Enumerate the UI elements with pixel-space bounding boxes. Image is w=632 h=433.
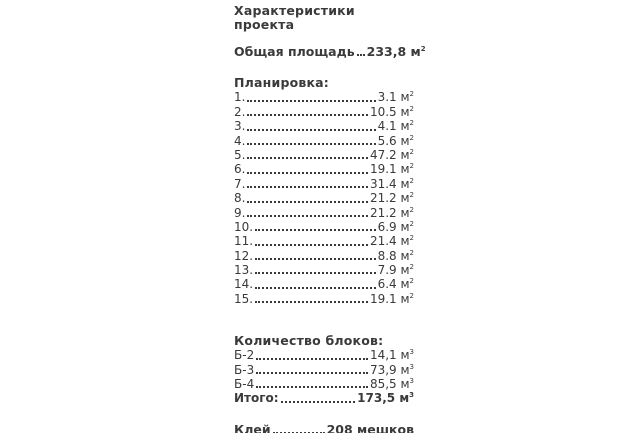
plan-item-label: 6. <box>234 162 246 177</box>
page-title: Характеристики проекта <box>234 3 355 32</box>
dot-leader <box>247 114 368 117</box>
glue-row: Клей 208 мешков <box>234 421 414 433</box>
plan-item: 2. 10.5 м2 <box>234 105 414 119</box>
dot-leader <box>247 142 376 145</box>
plan-item-label: 4. <box>234 133 246 148</box>
block-item-value: 85,5 м3 <box>369 377 414 392</box>
plan-item: 9. 21.2 м2 <box>234 206 414 220</box>
block-item-value: 14,1 м3 <box>369 348 414 363</box>
dot-leader <box>256 357 368 360</box>
plan-item-label: 8. <box>234 191 246 206</box>
blocks-section-header: Количество блоков: <box>234 333 384 349</box>
dot-leader <box>356 54 365 57</box>
plan-item-value: 19.1 м2 <box>369 291 414 306</box>
plan-item: 10. 6.9 м2 <box>234 220 414 234</box>
plan-item-value: 6.4 м2 <box>377 277 414 292</box>
plan-item-value: 4.1 м2 <box>377 119 414 134</box>
plan-item-label: 15. <box>234 291 254 306</box>
plan-item-value: 7.9 м2 <box>377 263 414 278</box>
plan-item-label: 12. <box>234 248 254 263</box>
plan-item-value: 31.4 м2 <box>369 176 414 191</box>
total-area-value: 233,8 м2 <box>366 43 426 59</box>
plan-item-label: 13. <box>234 263 254 278</box>
plan-list: 1. 3.1 м2 2. 10.5 м2 3. 4.1 м2 4. 5.6 м2 5. 47.2 … <box>234 90 414 306</box>
plan-item-value: 21.4 м2 <box>369 234 414 249</box>
plan-item-value: 21.2 м2 <box>369 191 414 206</box>
glue-label: Клей <box>234 421 271 433</box>
plan-item: 15. 19.1 м2 <box>234 292 414 306</box>
dot-leader <box>255 272 376 275</box>
plan-item-label: 1. <box>234 90 246 105</box>
block-item: Б-3 73,9 м3 <box>234 363 414 377</box>
plan-item: 7. 31.4 м2 <box>234 177 414 191</box>
plan-item-value: 8.8 м2 <box>377 248 414 263</box>
plan-item: 8. 21.2 м2 <box>234 191 414 205</box>
plan-item-label: 11. <box>234 234 254 249</box>
plan-item: 12. 8.8 м2 <box>234 249 414 263</box>
plan-item-label: 2. <box>234 104 246 119</box>
dot-leader <box>256 372 368 375</box>
dot-leader <box>255 229 376 232</box>
plan-item: 5. 47.2 м2 <box>234 148 414 162</box>
plan-item-label: 10. <box>234 219 254 234</box>
plan-item-value: 5.6 м2 <box>377 133 414 148</box>
plan-item-label: 3. <box>234 119 246 134</box>
block-item: Б-2 14,1 м3 <box>234 348 414 362</box>
plan-item-value: 3.1 м2 <box>377 90 414 105</box>
plan-item-value: 47.2 м2 <box>369 147 414 162</box>
plan-item: 13. 7.9 м2 <box>234 263 414 277</box>
plan-item: 4. 5.6 м2 <box>234 134 414 148</box>
plan-item-label: 9. <box>234 205 246 220</box>
dot-leader <box>255 258 376 261</box>
dot-leader <box>256 386 368 389</box>
dot-leader <box>280 400 356 403</box>
blocks-total-label: Итого: <box>234 391 279 406</box>
plan-section-header: Планировка: <box>234 75 330 91</box>
block-item-label: Б-3 <box>234 362 255 377</box>
total-area-row: Общая площадь 233,8 м2 <box>234 43 426 59</box>
dot-leader <box>247 157 368 160</box>
plan-item-value: 19.1 м2 <box>369 162 414 177</box>
dot-leader <box>247 200 368 203</box>
block-item-value: 73,9 м3 <box>369 362 414 377</box>
dot-leader <box>247 186 368 189</box>
dot-leader <box>247 214 368 217</box>
blocks-total-value: 173,5 м3 <box>357 391 414 406</box>
plan-item: 1. 3.1 м2 <box>234 90 414 104</box>
block-item-label: Б-2 <box>234 348 255 363</box>
plan-item-value: 10.5 м2 <box>369 104 414 119</box>
dot-leader <box>247 99 376 102</box>
plan-item: 6. 19.1 м2 <box>234 162 414 176</box>
block-item-label: Б-4 <box>234 377 255 392</box>
plan-item: 3. 4.1 м2 <box>234 119 414 133</box>
dot-leader <box>247 171 368 174</box>
dot-leader <box>255 301 368 304</box>
plan-item-label: 14. <box>234 277 254 292</box>
plan-item-label: 5. <box>234 147 246 162</box>
dot-leader <box>255 286 376 289</box>
plan-item: 14. 6.4 м2 <box>234 277 414 291</box>
dot-leader <box>247 128 376 131</box>
total-area-label: Общая площадь <box>234 43 355 59</box>
blocks-total-row: Итого: 173,5 м3 <box>234 391 414 405</box>
plan-item: 11. 21.4 м2 <box>234 234 414 248</box>
glue-value: 208 мешков <box>326 421 414 433</box>
blocks-list: Б-2 14,1 м3 Б-3 73,9 м3 Б-4 85,5 м3 <box>234 348 414 391</box>
block-item: Б-4 85,5 м3 <box>234 377 414 391</box>
plan-item-value: 21.2 м2 <box>369 205 414 220</box>
plan-item-label: 7. <box>234 176 246 191</box>
plan-item-value: 6.9 м2 <box>377 219 414 234</box>
dot-leader <box>255 243 368 246</box>
spec-column: Характеристики проекта Общая площадь 233… <box>234 3 426 433</box>
